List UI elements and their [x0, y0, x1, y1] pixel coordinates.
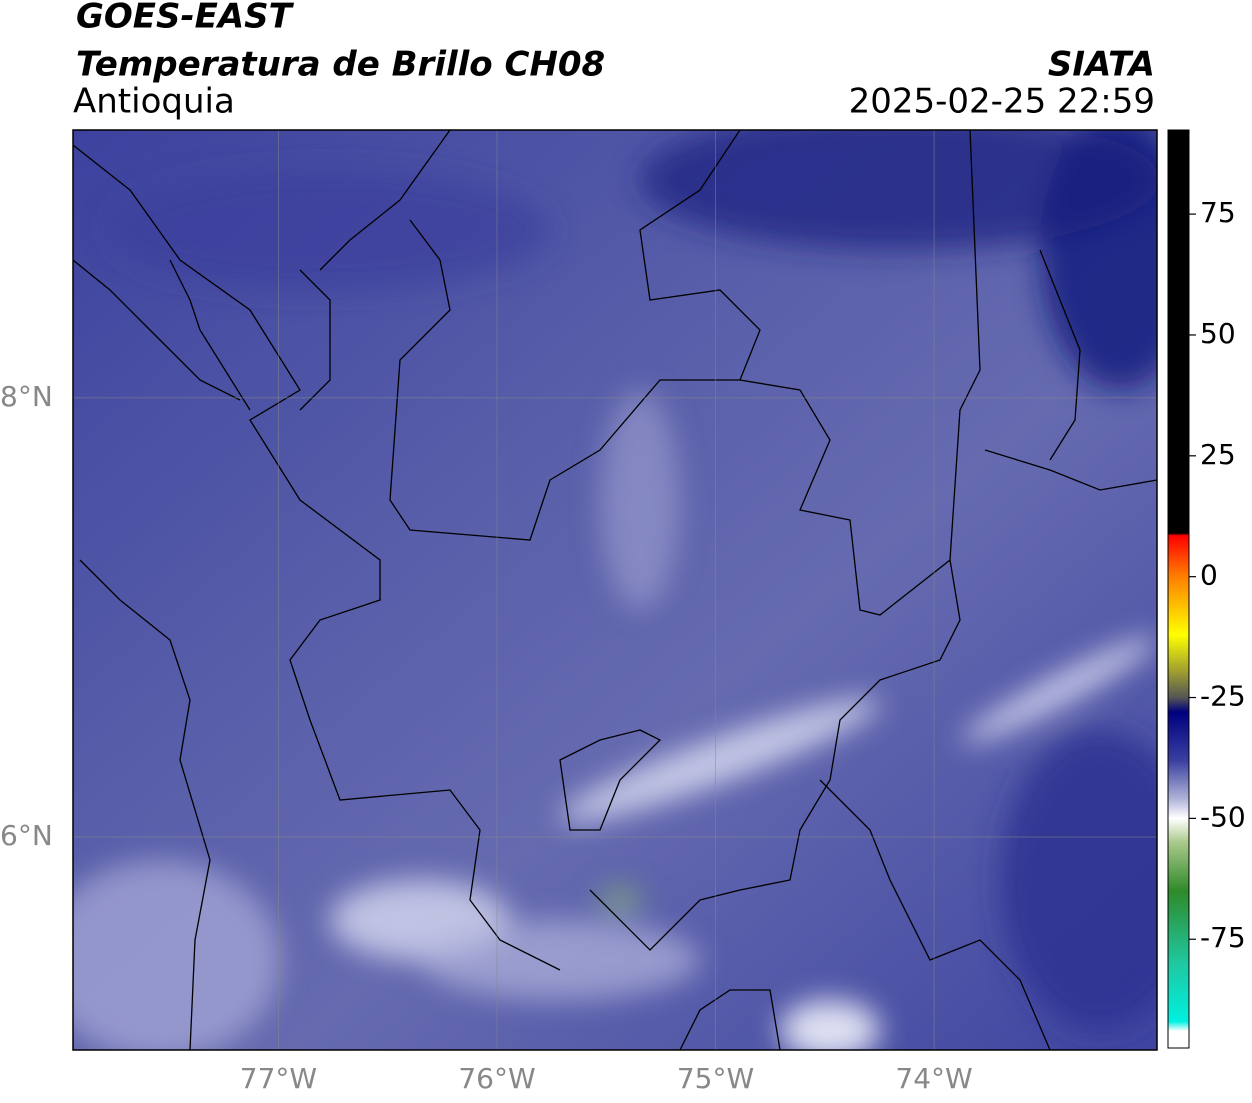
datetime: 2025-02-25 22:59 [849, 82, 1155, 122]
borders [73, 130, 1157, 1050]
colorbar-tick-label: -25 [1200, 680, 1246, 713]
lon-label: 74°W [895, 1062, 972, 1095]
colorbar-tick-label: 0 [1200, 559, 1218, 592]
colorbar-tick-label: -50 [1200, 800, 1246, 833]
colorbar-tick-label: -75 [1200, 921, 1246, 954]
source: SIATA [1048, 45, 1155, 85]
product-title: Temperatura de Brillo CH08 [76, 45, 605, 85]
lon-label: 77°W [240, 1062, 317, 1095]
field-features [73, 130, 1157, 1050]
grid [73, 130, 1157, 1050]
colorbar [1167, 129, 1190, 1049]
lat-label: 6°N [0, 819, 53, 852]
lon-label: 75°W [677, 1062, 754, 1095]
map-field [73, 130, 1157, 1050]
colorbar-tick-label: 25 [1200, 438, 1236, 471]
lat-label: 8°N [0, 380, 53, 413]
region: Antioquia [73, 82, 235, 122]
lon-label: 76°W [458, 1062, 535, 1095]
satellite-title: GOES-EAST [76, 0, 295, 37]
colorbar-tick-label: 50 [1200, 317, 1236, 350]
map-frame [72, 129, 1158, 1051]
colorbar-tick-label: 75 [1200, 196, 1236, 229]
